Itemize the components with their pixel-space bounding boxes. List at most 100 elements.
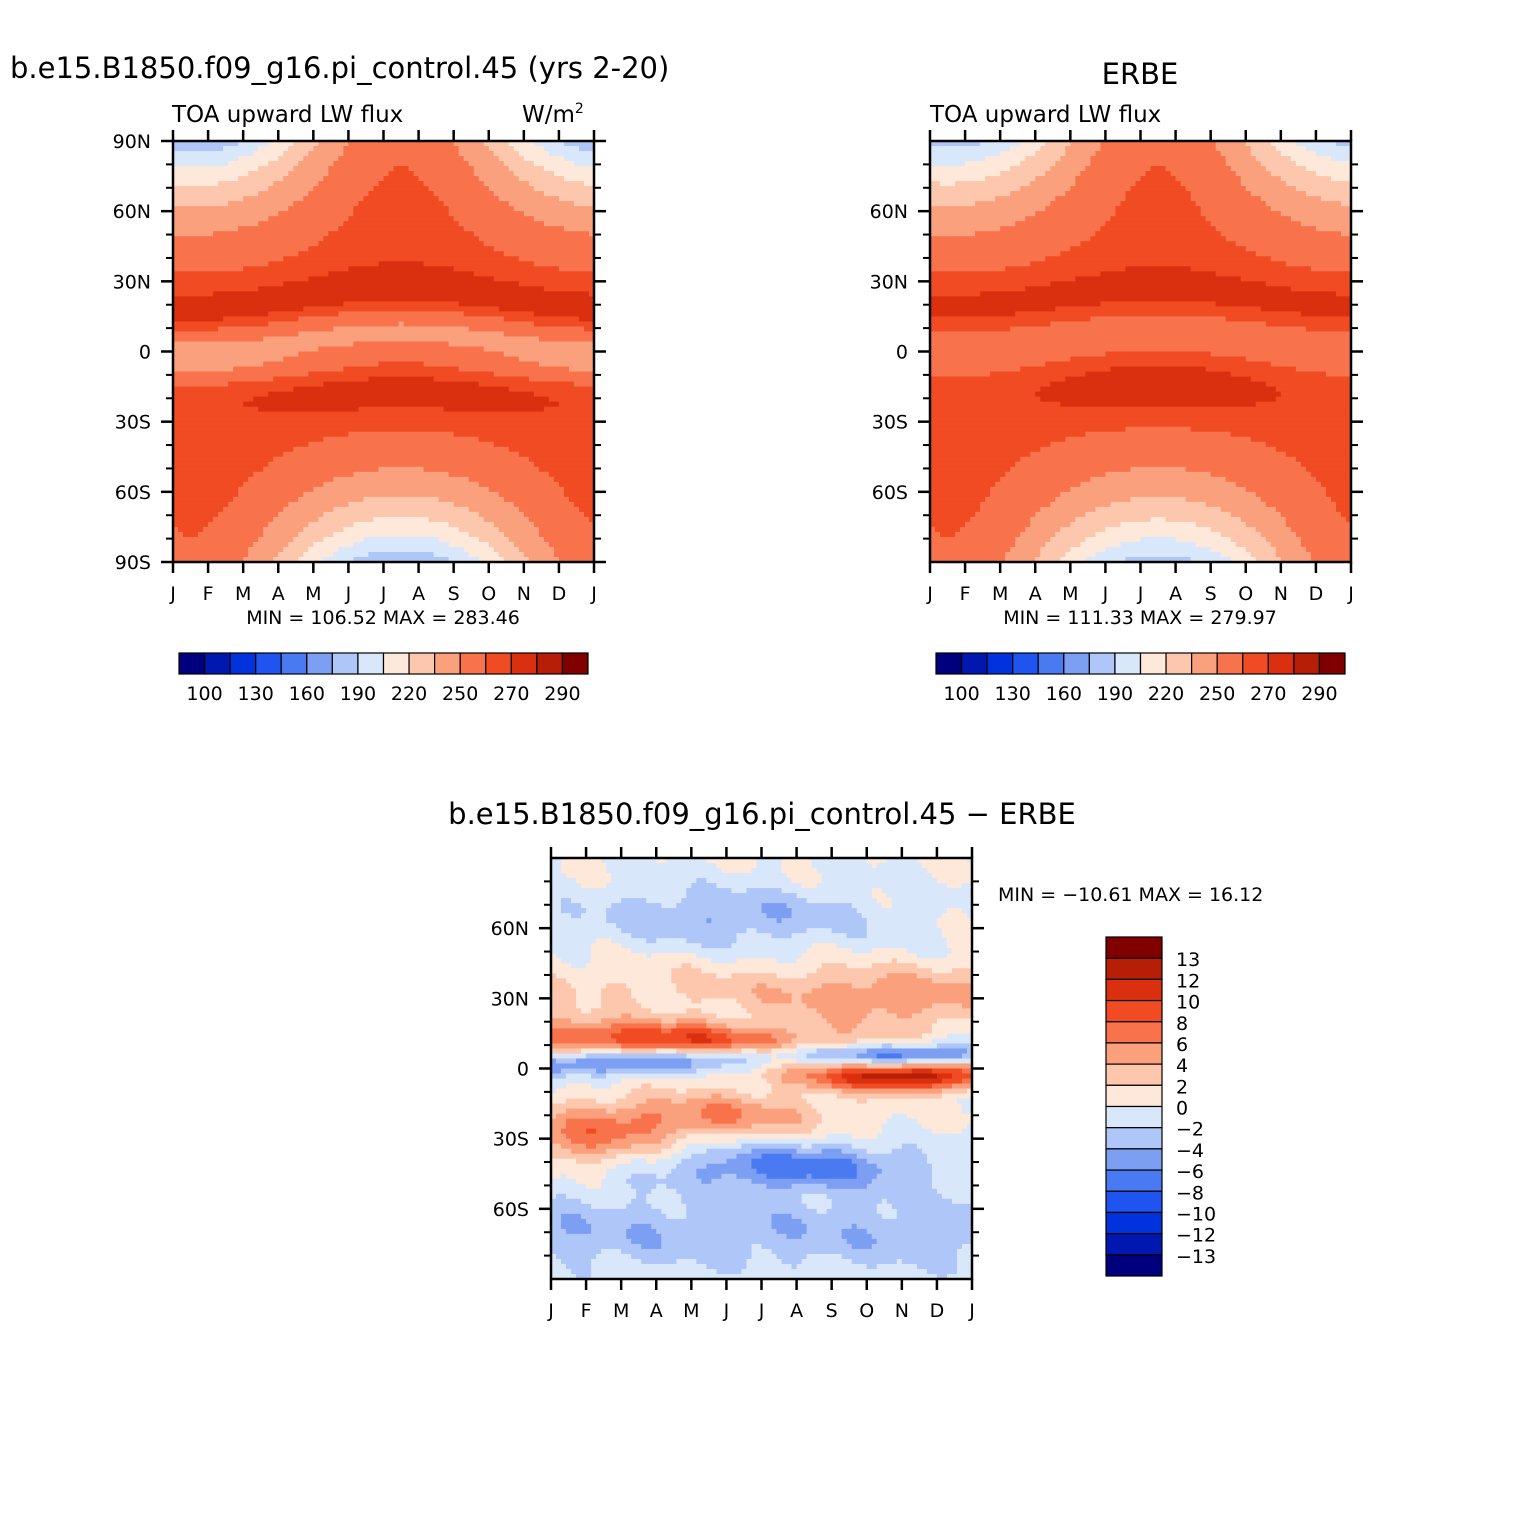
diff-contour-cell [551, 938, 597, 944]
diff-contour-cell [961, 1108, 973, 1115]
obs-contour-cell [1230, 556, 1257, 563]
diff-contour-cell [551, 1263, 567, 1270]
model-contour-cell [353, 471, 450, 478]
obs-contour-cell [930, 316, 1091, 323]
model-contour-cell [568, 366, 595, 373]
diff-contour-cell [656, 1173, 667, 1180]
model-contour-cell [308, 246, 495, 252]
model-contour-cell [173, 501, 229, 508]
model-contour-cell [528, 376, 595, 383]
model-contour-cell [178, 526, 204, 533]
obs-contour-cell [1140, 536, 1177, 543]
obs-contour-cell [1305, 326, 1352, 333]
diff-x-tick-label: J [758, 1300, 765, 1322]
diff-contour-cell [831, 1083, 853, 1090]
model-contour-cell [403, 321, 535, 328]
obs-contour-cell [1190, 196, 1262, 202]
diff-contour-cell [761, 903, 788, 909]
obs-contour-cell [1010, 146, 1041, 152]
model-contour-cell [518, 451, 595, 458]
model-contour-cell [523, 511, 585, 518]
diff-contour-cell [736, 998, 763, 1004]
model-contour-cell [563, 176, 595, 182]
model-contour-cell [248, 476, 334, 483]
diff-contour-cell [551, 1208, 662, 1215]
model-contour-cell [323, 481, 480, 488]
model-contour-cell [173, 231, 214, 237]
model-contour-cell [258, 146, 289, 152]
model-contour-cell [468, 531, 505, 538]
obs-contour-cell [1215, 141, 1247, 147]
diff-contour-cell [811, 1143, 853, 1150]
diff-contour-cell [651, 1203, 687, 1210]
diff-contour-cell [641, 1003, 743, 1009]
diff-contour-cell [731, 1103, 763, 1110]
obs-contour-cell [930, 231, 976, 237]
diff-contour-cell [931, 968, 953, 974]
diff-contour-cell [846, 1043, 883, 1050]
obs-contour-cell [1245, 356, 1352, 363]
model-contour-cell [173, 326, 219, 333]
obs-contour-cell [1330, 496, 1352, 503]
obs-contour-cell [1085, 371, 1232, 378]
diff-contour-cell [736, 958, 778, 964]
obs-contour-cell [930, 321, 1051, 328]
diff-contour-cell [606, 1168, 672, 1175]
model-contour-cell [438, 496, 505, 503]
model-contour-cell [173, 396, 254, 403]
model-x-tick-label: M [235, 583, 251, 605]
model-contour-cell [468, 161, 505, 167]
diff-contour-cell [871, 1178, 933, 1185]
model-contour-cell [488, 541, 515, 548]
diff-contour-cell [656, 938, 687, 944]
diff-contour-cell [926, 1158, 973, 1165]
model-y-tick-label: 60N [113, 201, 151, 223]
obs-contour-cell [1220, 551, 1252, 558]
obs-contour-cell [1245, 546, 1277, 553]
model-contour-cell [258, 536, 294, 543]
diff-contour-cell [631, 933, 738, 939]
model-contour-cell [173, 366, 234, 373]
obs-contour-cell [930, 156, 986, 162]
diff-contour-cell [671, 978, 878, 984]
diff-contour-cell [791, 933, 848, 939]
diff-colorbar-box [1105, 1233, 1163, 1256]
diff-contour-cell [551, 1078, 622, 1085]
diff-contour-cell [866, 1048, 968, 1055]
diff-contour-cell [851, 1158, 868, 1165]
diff-contour-cell [801, 1193, 828, 1200]
diff-contour-cell [961, 1243, 973, 1250]
diff-contour-cell [766, 1078, 783, 1085]
obs-contour-cell [930, 451, 1031, 458]
diff-contour-cell [866, 1183, 933, 1190]
obs-contour-cell [930, 261, 1031, 267]
model-colorbar-label: 190 [340, 683, 376, 705]
obs-contour-cell [1010, 166, 1051, 172]
model-contour-cell [533, 141, 565, 147]
diff-contour-cell [551, 1198, 582, 1205]
model-contour-cell [238, 141, 269, 147]
diff-contour-cell [751, 988, 783, 994]
diff-contour-cell [861, 913, 943, 919]
model-contour-cell [263, 336, 540, 343]
diff-contour-cell [781, 1258, 803, 1265]
obs-contour-cell [1125, 196, 1192, 202]
model-contour-cell [493, 441, 595, 448]
model-contour-cell [528, 556, 560, 563]
model-contour-cell [308, 521, 355, 528]
model-contour-cell [283, 451, 520, 458]
diff-contour-cell [871, 888, 883, 894]
diff-contour-cell [686, 1133, 828, 1140]
obs-contour-cell [1080, 171, 1147, 177]
diff-contour-cell [676, 983, 758, 989]
obs-contour-cell [1020, 531, 1056, 538]
model-contour-cell [328, 171, 390, 177]
diff-contour-cell [651, 1223, 773, 1230]
model-contour-cell [173, 241, 319, 247]
diff-contour-cell [856, 1098, 868, 1105]
model-contour-cell [503, 331, 595, 338]
diff-contour-cell [551, 1253, 557, 1260]
diff-contour-cell [796, 1263, 868, 1270]
